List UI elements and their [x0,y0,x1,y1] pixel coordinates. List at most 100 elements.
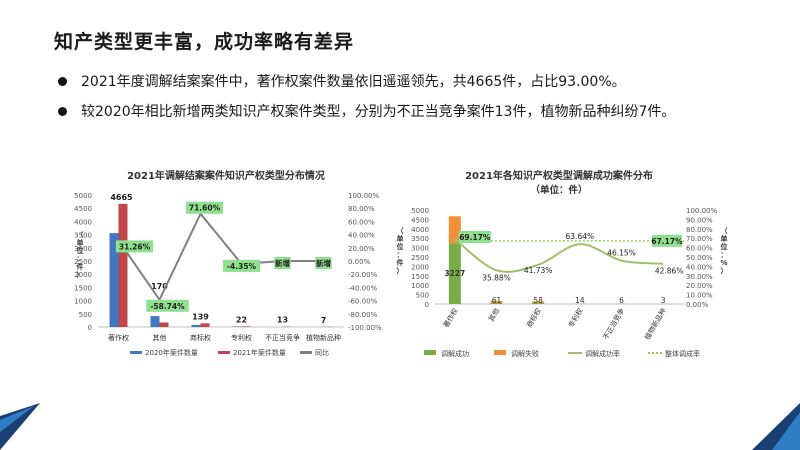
y-axis-title-char: 位 [77,246,84,255]
y-tick-label: 5000 [411,207,429,215]
legend-label: 调解失败 [511,349,539,358]
slide-title: 知产类型更丰富，成功率略有差异 [54,31,355,53]
bar-2021 [200,323,210,327]
legend-swatch [494,350,506,355]
y2-axis-title: （单位：%） [720,227,727,275]
y2-axis-title-char: 单 [721,234,728,243]
bullet-dot-icon [58,76,67,86]
legend-swatch [300,351,312,354]
bar-2021-value-label: 4665 [110,193,133,202]
y2-tick-label: -100.00% [348,324,382,332]
y2-tick-label: 60.00% [686,245,713,253]
bar-2020 [232,326,242,327]
bar-2021-value-label: 13 [277,316,288,325]
y-axis-title-char: 件 [77,262,84,271]
chart-subtitle: （单位：件） [530,184,587,196]
yoy-label: -4.35% [227,262,257,271]
yoy-label-box [315,257,332,269]
y2-axis-title-char: ： [721,251,728,259]
y2-tick-label: 90.00% [686,216,713,224]
success-rate-label: 69.17% [459,233,491,242]
yoy-label: 新增 [316,258,331,268]
y-axis-title-char: 位 [397,242,404,251]
success-rate-label-box [458,230,491,243]
legend-swatch [424,350,436,355]
y-tick-label: 3500 [74,232,92,240]
y-tick-label: 0 [88,324,92,332]
y2-tick-label: -20.00% [348,271,378,279]
success-value-label: 61 [492,296,502,305]
y-tick-label: 4500 [74,205,92,213]
bullet-item-1: 2021年度调解结案案件中，著作权案件数量依旧遥遥领先，共4665件，占比93.… [58,66,778,96]
legend-label: 2021年案件数量 [233,348,286,357]
legend-label: 2020年案件数量 [145,348,198,357]
y2-tick-label: -40.00% [348,284,378,292]
bar-success [532,302,545,304]
success-rate-label: 42.86% [655,267,684,276]
y-tick-label: 4000 [411,226,429,234]
bar-2021-value-label: 7 [321,316,327,325]
legend-label: 整体调成率 [665,349,700,358]
bar-2021 [159,322,169,327]
x-tick-label: 商标权 [190,333,211,342]
y2-tick-label: 10.00% [686,292,713,300]
y-tick-label: 5000 [74,192,92,200]
overall-rate-label: 67.17% [651,237,683,246]
x-tick-label: 植物新品种 [306,333,341,342]
bar-success [448,243,461,304]
success-rate-label: 63.64% [566,232,595,241]
y2-tick-label: -80.00% [348,311,378,319]
bullet-item-2: 较2020年相比新增两类知识产权案件类型，分别为不正当竞争案件13件，植物新品种… [58,96,778,126]
y2-axis-title-char: % [720,259,727,267]
yoy-label-box [222,259,261,272]
x-tick-label: 其他 [153,333,167,342]
y-tick-label: 500 [416,292,429,300]
y-tick-label: 1500 [74,284,92,292]
success-rate-line [454,238,664,273]
y2-tick-label: 60.00% [348,218,375,226]
y-axis-title-char: （ [77,231,84,239]
y-tick-label: 0 [425,301,429,309]
bullet-text-2: 较2020年相比新增两类知识产权案件类型，分别为不正当竞争案件13件，植物新品种… [81,104,676,120]
y2-axis-title-char: 位 [721,242,728,251]
y2-axis-title-char: ） [721,267,728,275]
y2-tick-label: 0.00% [686,301,709,309]
y-tick-label: 3000 [411,245,429,253]
yoy-label: 71.60% [189,204,221,213]
chart-title: 2021年调解结案案件知识产权类型分布情况 [127,169,325,182]
bar-fail [490,300,503,303]
y2-tick-label: 50.00% [686,254,713,262]
y-axis-title-char: ： [397,251,404,259]
bar-fail [532,301,545,303]
bar-fail [448,216,461,244]
bar-2020 [150,316,160,327]
y-axis-title-char: ） [397,267,404,275]
y2-tick-label: 40.00% [348,232,375,240]
bar-2021 [241,326,251,327]
y-axis-title: （单位：件） [77,231,84,279]
bar-2020 [191,324,201,327]
corner-decoration-left-blue [0,406,34,432]
y-axis-title-char: 单 [397,234,404,243]
bar-2021-value-label: 139 [192,312,209,321]
y2-tick-label: 80.00% [686,226,713,234]
success-rate-label: 46.15% [607,249,636,258]
y2-tick-label: 20.00% [348,245,375,253]
y2-tick-label: -60.00% [348,298,378,306]
success-value-label: 58 [533,296,543,305]
y2-tick-label: 70.00% [686,235,713,243]
overall-rate-label-box [652,234,682,247]
legend-label: 调解成功率 [585,349,620,358]
success-value-label: 3 [661,296,666,305]
yoy-label: 新增 [275,258,290,268]
x-tick-label: 专利权 [231,333,252,342]
success-value-label: 3227 [444,269,465,278]
legend-swatch [218,351,230,354]
y-axis-title-char: ） [77,271,84,279]
legend-swatch [130,351,142,354]
y-tick-label: 1500 [411,273,429,281]
bullet-text-1: 2021年度调解结案案件中，著作权案件数量依旧遥遥领先，共4665件，占比93.… [81,74,626,90]
